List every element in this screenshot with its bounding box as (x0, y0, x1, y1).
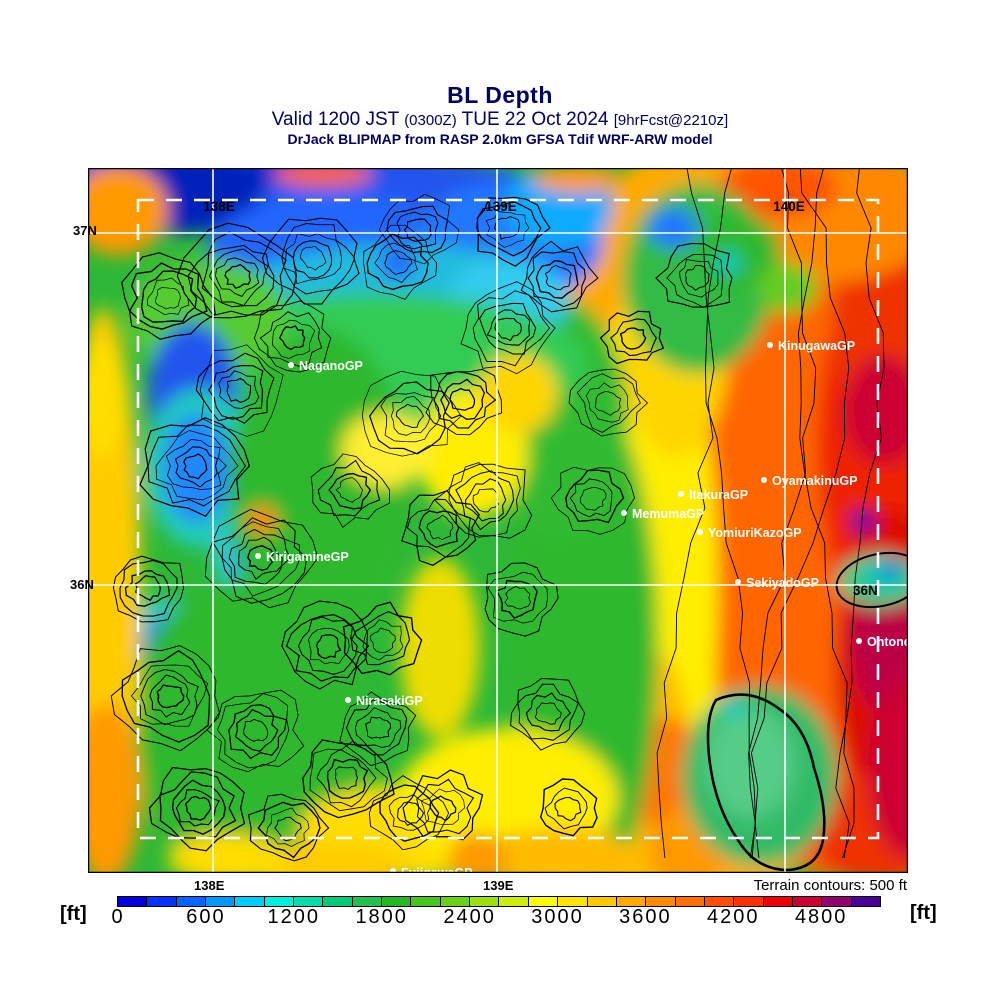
lat-label-right-36n: 36N (853, 583, 878, 598)
station-ohtone: OhtoneGP (856, 635, 908, 649)
colorbar-segment (646, 897, 676, 906)
colorbar-segment (851, 897, 880, 906)
colorbar-segment (616, 897, 647, 906)
station-dot (697, 529, 703, 535)
station-itakura: ItakuraGP (678, 488, 748, 502)
station-label: KinugawaGP (778, 339, 855, 353)
station-label: FujigawaGP (401, 866, 473, 873)
valid-date: TUE 22 Oct 2024 (461, 109, 609, 130)
colorbar-segment (792, 897, 823, 906)
station-dot (255, 553, 261, 559)
colorbar-segment (206, 897, 236, 906)
map-frame (88, 168, 908, 873)
lake-outline (835, 551, 908, 609)
station-label: KirigamineGP (266, 550, 349, 564)
lon-label-bottom-138e: 138E (194, 878, 225, 893)
colorbar-segment (264, 897, 295, 906)
station-label: OhtoneGP (867, 635, 908, 649)
colorbar-segment (176, 897, 207, 906)
colorbar-segment (118, 897, 148, 906)
station-kirigamine: KirigamineGP (255, 550, 349, 564)
colorbar-segment (734, 897, 764, 906)
station-kinugawa: KinugawaGP (767, 339, 855, 353)
terrain-contours-note: Terrain contours: 500 ft (753, 877, 907, 894)
station-nagano: NaganoGP (288, 359, 363, 373)
valid-zulu: (0300Z) (404, 112, 457, 129)
bl-depth-field (88, 168, 908, 873)
colorbar-segment (411, 897, 441, 906)
lon-label-top-139e: 139E (485, 199, 517, 214)
colorbar-tick-4200: 4200 (707, 906, 760, 928)
colorbar-segment (352, 897, 383, 906)
station-label: SekiyadoGP (746, 576, 819, 590)
colorbar (117, 896, 881, 907)
colorbar-segment (704, 897, 735, 906)
station-label: ItakuraGP (689, 488, 748, 502)
lat-label-left-36n: 36N (70, 577, 94, 592)
valid-prefix: Valid 1200 JST (271, 109, 399, 130)
colorbar-segment (294, 897, 324, 906)
colorbar-tick-1800: 1800 (355, 906, 408, 928)
colorbar-segment (147, 897, 177, 906)
colorbar-segment (587, 897, 617, 906)
station-dot (856, 638, 862, 644)
colorbar-segment (675, 897, 705, 906)
station-label: MemumaGP (632, 507, 704, 521)
latlon-grid (88, 168, 908, 873)
colorbar-tick-4800: 4800 (794, 906, 848, 928)
station-label: OyamakinuGP (772, 474, 857, 488)
tokyo-bay-coastline (706, 693, 826, 872)
page-title: BL Depth (447, 82, 553, 108)
station-oyamakinu: OyamakinuGP (761, 474, 857, 488)
model-line: DrJack BLIPMAP from RASP 2.0km GFSA Tdif… (287, 131, 713, 147)
station-dot (761, 477, 767, 483)
colorbar-segment (323, 897, 353, 906)
domain-dashed-box (136, 198, 880, 840)
station-dot (621, 510, 627, 516)
station-label: YomiuriKazoGP (708, 526, 802, 540)
colorbar-segment (763, 897, 793, 906)
lon-label-top-138e: 138E (203, 199, 235, 214)
forecast-map: 138E 139E 140E 36N NaganoGP KinugawaGP (88, 168, 908, 873)
lon-label-bottom-139e: 139E (483, 878, 514, 893)
colorbar-tick-0: 0 (111, 906, 125, 928)
station-label: NaganoGP (299, 359, 363, 373)
station-nirasaki: NirasakiGP (345, 694, 423, 708)
colorbar-segment (382, 897, 412, 906)
lat-label-left-37n: 37N (73, 223, 97, 238)
colorbar-segment (528, 897, 559, 906)
station-dot (288, 362, 294, 368)
colorbar-tick-2400: 2400 (443, 906, 496, 928)
valid-fcst: [9hrFcst@2210z] (613, 112, 729, 129)
station-memuma: MemumaGP (621, 507, 704, 521)
colorbar-segment (235, 897, 265, 906)
colorbar-segment (558, 897, 588, 906)
station-dot (678, 491, 684, 497)
terrain-contours (110, 168, 885, 862)
station-dot (345, 697, 351, 703)
lon-label-top-140e: 140E (773, 199, 805, 214)
colorbar-tick-3600: 3600 (619, 906, 672, 928)
colorbar-tick-1200: 1200 (267, 906, 321, 928)
colorbar-tick-600: 600 (186, 906, 226, 928)
blipmap-raster: 138E 139E 140E 36N NaganoGP KinugawaGP (88, 168, 908, 873)
colorbar-segment (470, 897, 500, 906)
valid-time-line: Valid 1200 JST (0300Z) TUE 22 Oct 2024 [… (0, 109, 1000, 131)
colorbar-segment (499, 897, 529, 906)
station-dot (735, 579, 741, 585)
colorbar-unit-right: [ft] (910, 902, 937, 924)
station-sekiyado: SekiyadoGP (735, 576, 819, 590)
station-label: NirasakiGP (356, 694, 423, 708)
colorbar-unit-left: [ft] (60, 903, 87, 925)
colorbar-tick-3000: 3000 (531, 906, 584, 928)
colorbar-segment (822, 897, 852, 906)
colorbar-segment (440, 897, 471, 906)
station-yomiurikazo: YomiuriKazoGP (697, 526, 802, 540)
station-dot (767, 342, 773, 348)
